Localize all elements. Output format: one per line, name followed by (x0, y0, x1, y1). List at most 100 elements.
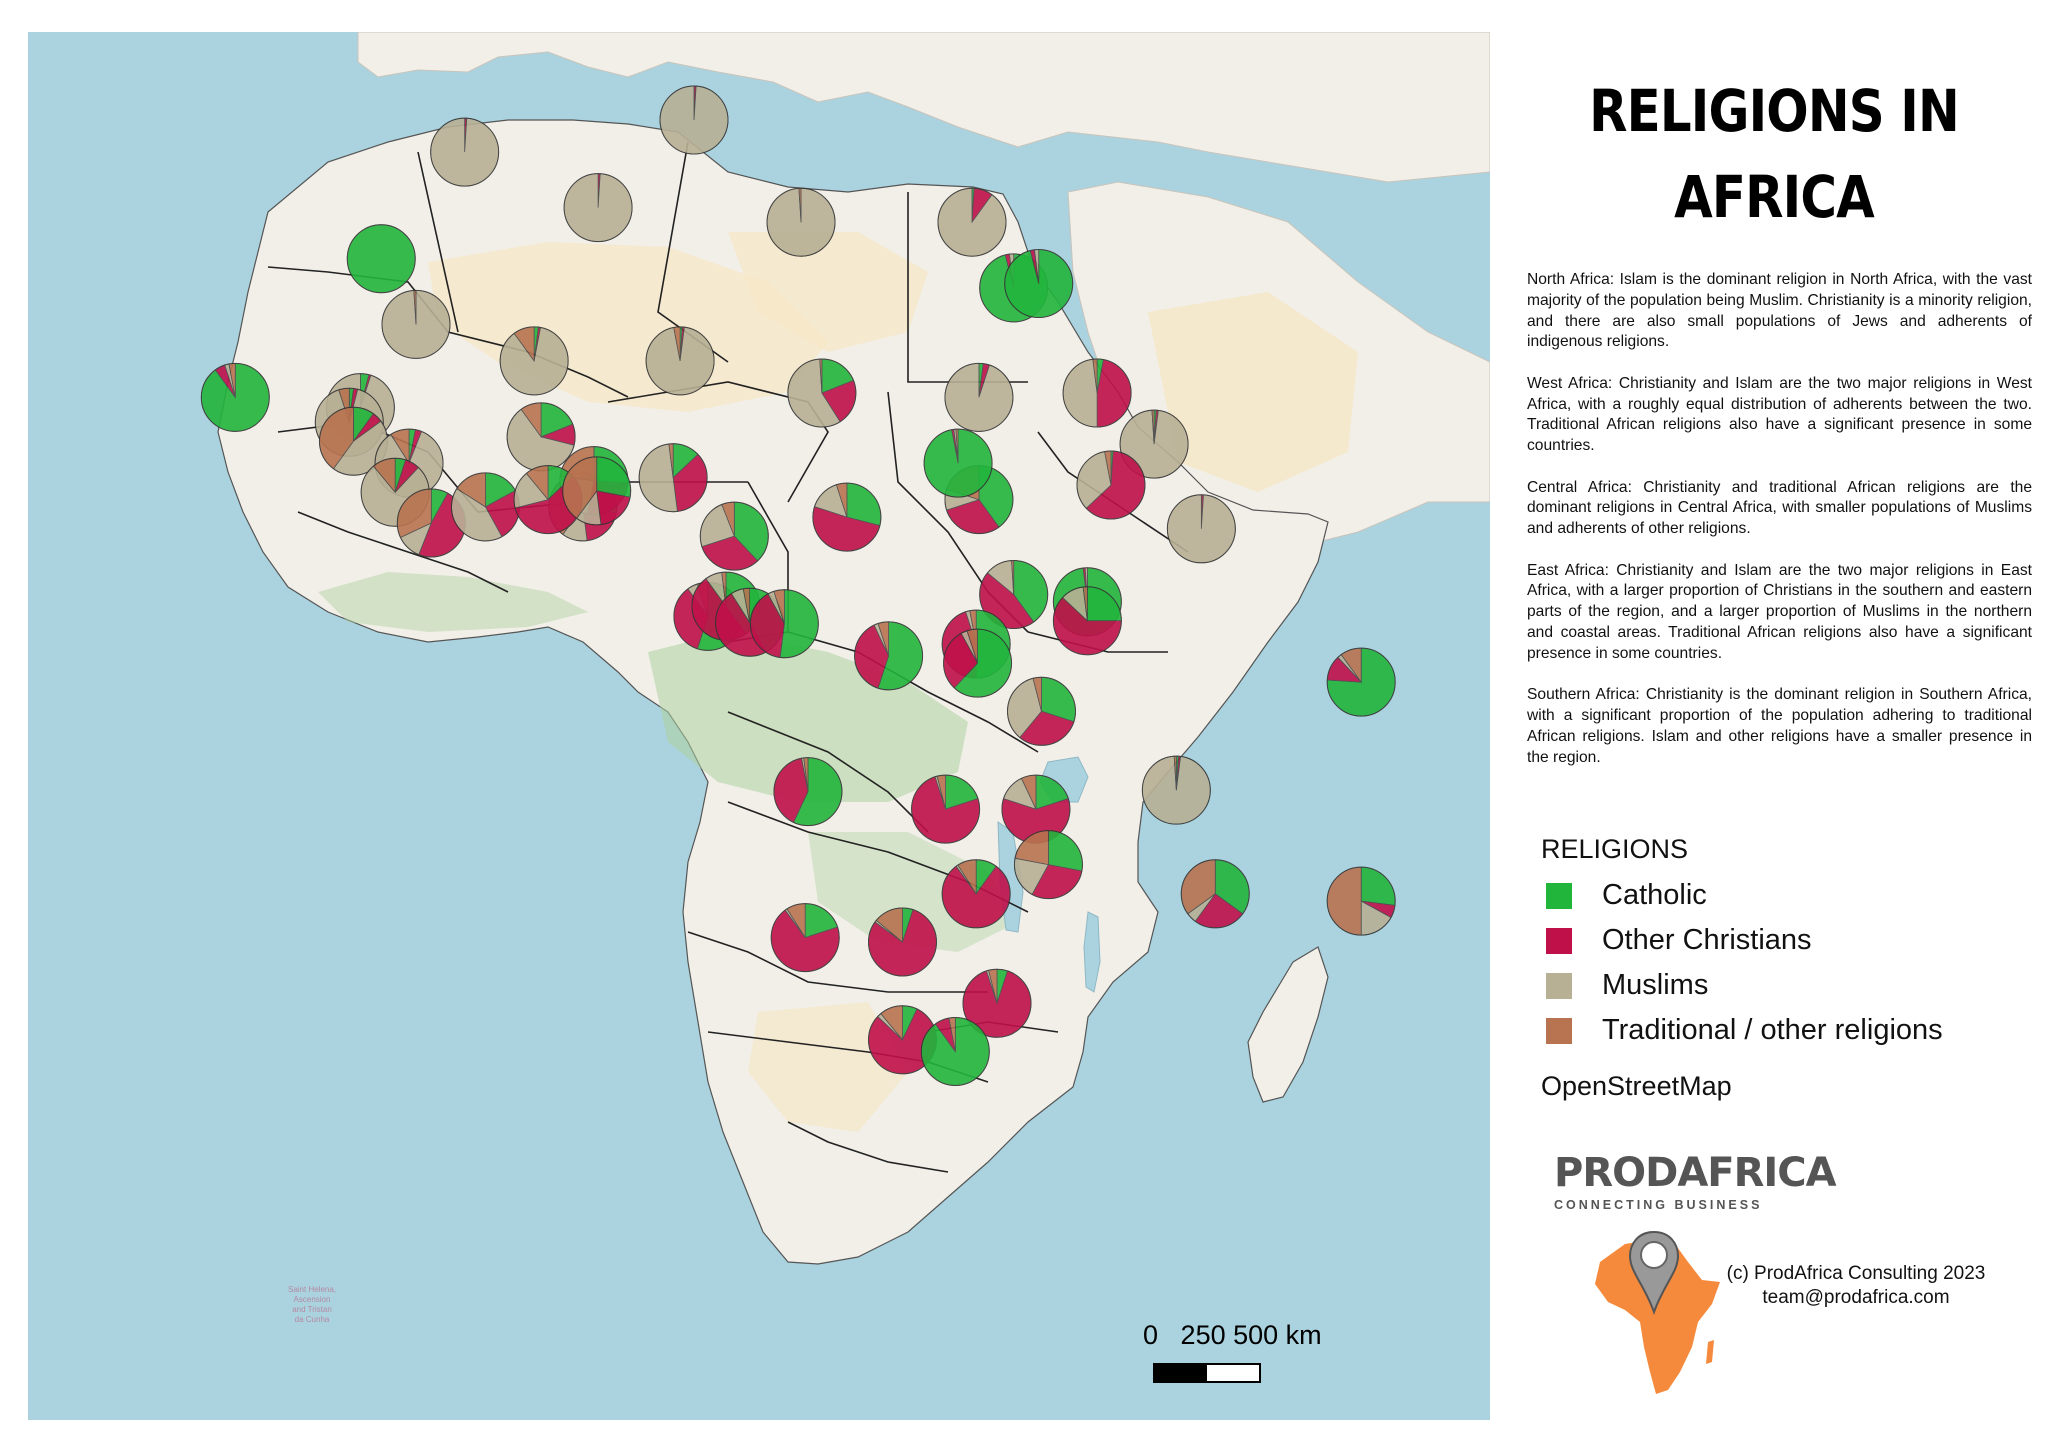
legend-label-traditional: Traditional / other religions (1602, 1014, 1943, 1046)
guinea-forest (318, 572, 588, 632)
country-religion-pie (766, 187, 836, 257)
country-religion-pie (962, 968, 1032, 1038)
scale-bar-black-segment (1155, 1365, 1207, 1381)
country-religion-pie (749, 589, 819, 659)
country-religion-pie (430, 117, 500, 187)
brand-name: PRODAFRICA (1554, 1150, 1837, 1196)
country-religion-pie (1180, 859, 1250, 929)
pie-outline (1141, 755, 1211, 825)
pie-outline (1013, 830, 1083, 900)
country-religion-pie (645, 326, 715, 396)
country-religion-pie (1141, 755, 1211, 825)
pie-outline (868, 907, 937, 977)
country-religion-pie (499, 326, 569, 396)
legend-item-muslims: Muslims (1541, 963, 2021, 1008)
scale-label-500: 500 km (1233, 1320, 1322, 1350)
africa-map[interactable]: Saint Helena, Ascension and Tristan da C… (28, 32, 1490, 1420)
map-frame[interactable]: Saint Helena, Ascension and Tristan da C… (28, 32, 1490, 1420)
pie-outline (749, 589, 819, 659)
pie-outline (699, 501, 769, 571)
legend-swatch-muslims (1546, 972, 1572, 999)
libyan-desert (728, 232, 928, 352)
pie-outline (430, 117, 500, 187)
copyright-line: (c) ProdAfrica Consulting 2023 (1726, 1263, 1986, 1284)
country-religion-pie (770, 903, 840, 973)
description: North Africa: Islam is the dominant reli… (1527, 270, 2032, 789)
country-religion-pie (563, 173, 633, 243)
pie-outline (1062, 358, 1132, 428)
country-religion-pie (920, 1016, 990, 1086)
legend-item-other-christians: Other Christians (1541, 918, 2021, 963)
scale-labels: 0 250 500 km (1143, 1320, 1322, 1351)
pie-outline (638, 443, 708, 513)
lake-malawi (1083, 911, 1101, 993)
pie-outline (346, 224, 416, 294)
legend-swatch-traditional (1546, 1017, 1572, 1044)
country-religion-pie (1013, 830, 1083, 900)
saint-helena-label: Saint Helena, Ascension and Tristan da C… (288, 1285, 336, 1324)
description-east-africa: East Africa: Christianity and Islam are … (1527, 561, 2032, 662)
pie-outline (1076, 450, 1146, 520)
country-religion-pie (941, 859, 1011, 929)
country-religion-pie (812, 482, 882, 552)
brand: PRODAFRICA CONNECTING BUSINESS (1554, 1150, 1837, 1212)
scale-bar: 0 250 500 km (1143, 1320, 1322, 1383)
country-religion-pie (562, 456, 632, 526)
country-religion-pie (1001, 774, 1071, 844)
legend: RELIGIONS Catholic Other Christians Musl… (1541, 834, 2021, 1102)
saint-helena-label-line: and Tristan (292, 1305, 332, 1314)
pie-outline (1007, 676, 1076, 746)
pie-outline (200, 362, 270, 432)
pie-outline (923, 428, 993, 498)
pie-outline (499, 326, 569, 396)
country-religion-pie (1076, 450, 1146, 520)
madagascar-land (1247, 946, 1329, 1103)
country-religion-pie (868, 907, 937, 977)
prodafrica-africa-logo-icon (1595, 1230, 1720, 1394)
legend-label-muslims: Muslims (1602, 969, 1709, 1001)
side-panel: RELIGIONS IN AFRICA North Africa: Islam … (1500, 0, 2048, 1448)
country-religion-pie (1052, 586, 1122, 656)
pie-outline (659, 85, 729, 155)
country-religion-pie (937, 187, 1007, 257)
contact-email: team@prodafrica.com (1762, 1287, 1950, 1308)
map-title-line-2: AFRICA (1674, 163, 1875, 231)
pie-outline (812, 482, 882, 552)
pie-outline (1166, 494, 1236, 564)
legend-item-catholic: Catholic (1541, 873, 2021, 918)
pie-outline (911, 774, 981, 844)
pie-outline (645, 326, 715, 396)
map-title-line-1: RELIGIONS IN (1589, 77, 1960, 145)
country-religion-pie (1166, 494, 1236, 564)
country-religion-pie (944, 362, 1014, 432)
pie-outline (766, 187, 836, 257)
pie-outline (787, 358, 857, 428)
legend-title: RELIGIONS (1541, 834, 1689, 864)
country-religion-pie (451, 472, 520, 542)
legend-label-other-christians: Other Christians (1602, 924, 1812, 956)
scale-label-0: 0 (1143, 1320, 1159, 1350)
pie-outline (1119, 409, 1189, 479)
pie-outline (562, 456, 632, 526)
country-religion-pie (506, 402, 576, 472)
saint-helena-label-line: da Cunha (295, 1315, 330, 1324)
country-religion-pie (943, 628, 1013, 698)
country-religion-pie (1119, 409, 1189, 479)
pie-outline (920, 1016, 990, 1086)
scale-bar-graphic (1153, 1363, 1261, 1383)
map-title: RELIGIONS IN AFRICA (1538, 68, 2009, 240)
country-religion-pie (659, 85, 729, 155)
saint-helena-label-line: Saint Helena, (288, 1285, 336, 1294)
brand-tagline: CONNECTING BUSINESS (1554, 1198, 1763, 1212)
saint-helena-label-line: Ascension (294, 1295, 331, 1304)
pie-outline (943, 628, 1013, 698)
country-religion-pie (381, 289, 451, 359)
pie-outline (1004, 249, 1074, 319)
pie-outline (854, 621, 924, 691)
description-west-africa: West Africa: Christianity and Islam are … (1527, 374, 2032, 455)
religion-pie-layer (200, 85, 1396, 1086)
country-religion-pie (346, 224, 416, 294)
pie-outline (944, 362, 1014, 432)
legend-label-catholic: Catholic (1602, 879, 1707, 911)
arabia-desert (1148, 292, 1358, 492)
